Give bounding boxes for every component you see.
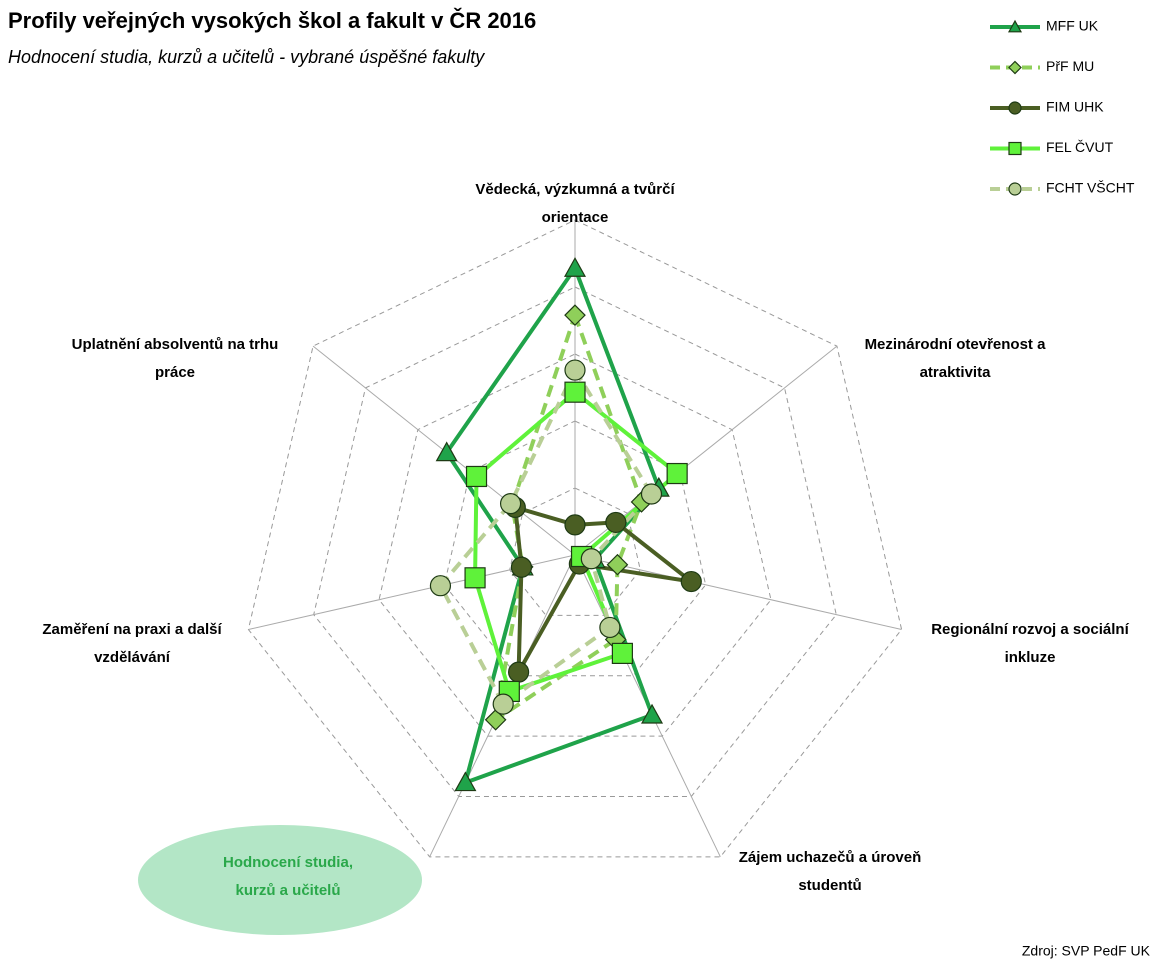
legend-label: MFF UK	[1046, 18, 1099, 34]
series-line	[444, 266, 661, 785]
data-point	[641, 703, 664, 724]
data-point	[510, 556, 533, 578]
data-point	[454, 771, 477, 792]
data-point	[611, 642, 633, 664]
data-point	[564, 304, 586, 326]
axis-label: Regionální rozvoj a sociální	[931, 621, 1129, 638]
label-ellipse	[138, 825, 422, 935]
data-point	[606, 553, 629, 576]
legend-marker	[1008, 101, 1022, 115]
data-point	[666, 462, 688, 485]
data-point	[599, 616, 621, 639]
legend-marker	[1008, 60, 1022, 75]
data-point	[564, 514, 586, 536]
legend-label: FEL ČVUT	[1046, 139, 1114, 155]
axis-label: kurzů a učitelů	[235, 882, 340, 899]
axis-label: Mezinárodní otevřenost a	[865, 336, 1047, 353]
data-point	[499, 493, 522, 515]
axis-label: Uplatnění absolventů na trhu	[72, 336, 279, 353]
axis-label: atraktivita	[920, 364, 992, 381]
data-point	[508, 661, 530, 683]
data-point	[429, 575, 452, 597]
legend-label: FCHT VŠCHT	[1046, 180, 1135, 196]
spoke	[574, 554, 902, 631]
data-point	[435, 441, 458, 462]
legend-marker	[1008, 182, 1022, 196]
axis-label: inkluze	[1005, 649, 1056, 666]
data-point	[564, 381, 586, 403]
data-point	[484, 708, 507, 731]
data-point	[464, 567, 486, 589]
axis-label: studentů	[798, 877, 861, 894]
data-point	[640, 483, 663, 505]
legend-marker	[1007, 19, 1023, 33]
legend-marker	[1008, 141, 1022, 156]
data-point	[563, 257, 587, 277]
grid-ring	[247, 219, 903, 858]
chart-title: Profily veřejných vysokých škol a fakult…	[8, 8, 536, 33]
grid-ring	[378, 353, 772, 737]
data-point	[580, 548, 602, 570]
data-point	[605, 511, 627, 534]
axis-label: Vědecká, výzkumná a tvůrčí	[475, 181, 675, 198]
chart-subtitle: Hodnocení studia, kurzů a učitelů - vybr…	[8, 47, 485, 67]
legend-label: PřF MU	[1046, 58, 1094, 74]
legend-label: FIM UHK	[1046, 99, 1104, 115]
data-point	[492, 693, 514, 715]
axis-label: Hodnocení studia,	[223, 854, 353, 871]
data-point	[680, 570, 702, 593]
axis-label: orientace	[542, 209, 609, 226]
axis-label: práce	[155, 364, 195, 381]
axis-label: Zájem uchazečů a úroveň	[739, 849, 922, 866]
grid-ring	[443, 420, 707, 677]
axis-label: Zaměření na praxi a další	[42, 621, 222, 638]
data-point	[465, 465, 488, 488]
data-point	[564, 359, 586, 381]
source: Zdroj: SVP PedF UK	[1022, 943, 1151, 959]
grid-ring	[313, 286, 837, 797]
axis-label: vzdělávání	[94, 649, 171, 666]
